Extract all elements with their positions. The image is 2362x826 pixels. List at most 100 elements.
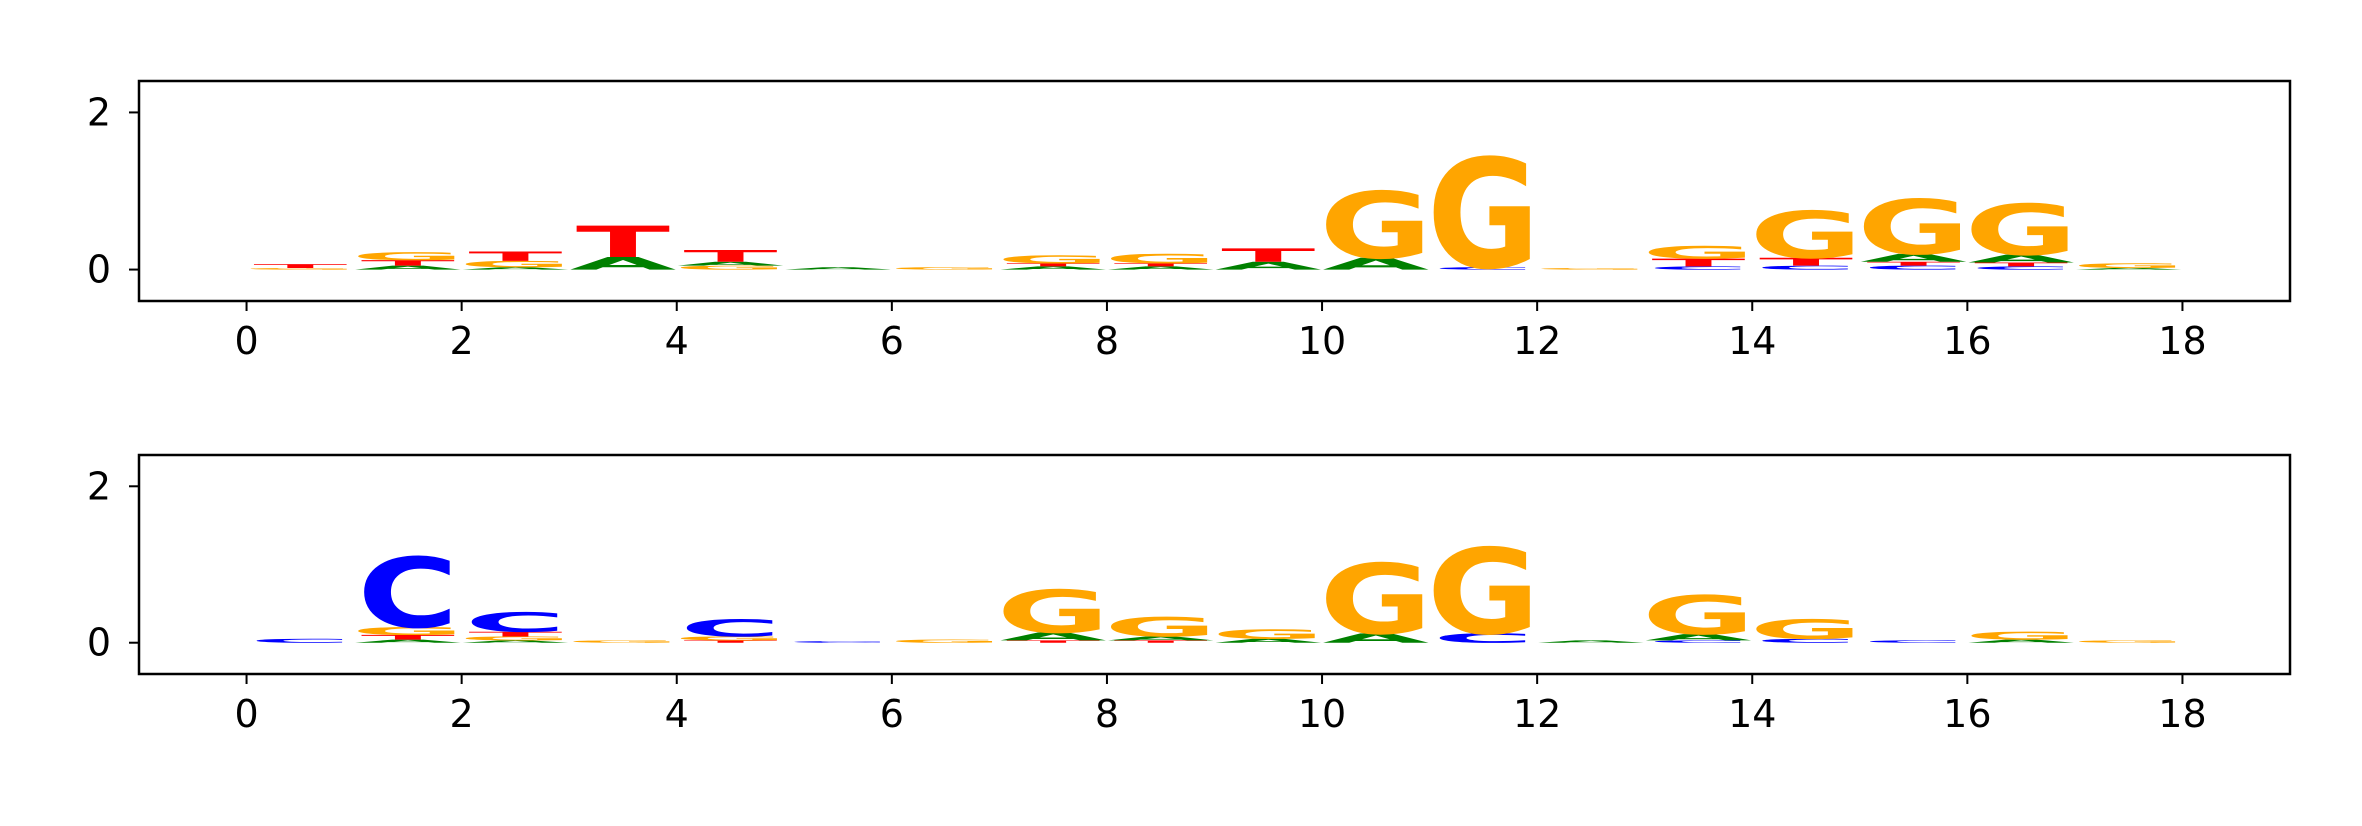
logo-letter-c: C	[1971, 266, 2072, 271]
logo-letter-c: C	[1863, 265, 1964, 271]
logo-letter-a: A	[1107, 266, 1214, 271]
x-tick-label: 10	[1298, 319, 1346, 363]
logo-letter-g: G	[1749, 614, 1862, 645]
logo-letter-a: A	[1968, 639, 2075, 644]
logo-letter-t: T	[1867, 261, 1962, 267]
logo-letter-c: C	[1648, 266, 1749, 271]
logo-letter-g: G	[1965, 190, 2078, 271]
logo-letter-a: A	[785, 267, 892, 271]
logo-letter-g: G	[1857, 185, 1970, 272]
axes-frame	[137, 79, 2292, 303]
logo-letter-g: G	[2072, 640, 2185, 644]
logo-letter-g: G	[1319, 173, 1432, 280]
x-tick-label: 12	[1513, 319, 1561, 363]
x-tick-label: 10	[1298, 692, 1346, 736]
logo-letter-a: A	[1322, 631, 1429, 646]
logo-letter-t: T	[1006, 640, 1100, 644]
y-tick-label: 0	[87, 248, 111, 292]
logo-letter-c: C	[1433, 631, 1534, 646]
logo-letter-t: T	[1221, 245, 1315, 266]
logo-letter-g: G	[1427, 525, 1540, 662]
logo-letter-c: C	[357, 539, 458, 651]
logo-letter-a: A	[355, 639, 462, 644]
logo-letter-g: G	[1642, 584, 1755, 646]
logo-letter-c: C	[1863, 640, 1964, 644]
x-tick-label: 18	[2158, 692, 2206, 736]
x-tick-label: 0	[234, 692, 258, 736]
logo-letter-t: T	[361, 634, 456, 642]
logo-letter-c: C	[1648, 640, 1749, 644]
logo-letter-a: A	[677, 261, 784, 267]
logo-letter-a: A	[1538, 640, 1645, 644]
logo-letter-a: A	[462, 640, 569, 644]
logo-letter-g: G	[1212, 627, 1325, 642]
logo-letter-t: T	[1759, 256, 1853, 269]
logo-letter-c: C	[1755, 265, 1856, 271]
logo-letter-a: A	[1322, 255, 1429, 274]
logo-letter-a: A	[1968, 253, 2075, 266]
logo-letter-t: T	[1651, 257, 1745, 270]
x-tick-label: 2	[450, 319, 474, 363]
logo-letter-a: A	[2075, 268, 2182, 271]
logo-letter-g: G	[351, 250, 464, 263]
logo-letter-g: G	[1965, 630, 2078, 642]
logo-letter-g: G	[674, 265, 787, 271]
logo-letter-g: G	[1319, 545, 1432, 657]
logo-letter-g: G	[2072, 262, 2185, 270]
logo-letter-t: T	[1006, 262, 1100, 267]
logo-letter-g: G	[459, 259, 572, 269]
x-tick-label: 18	[2158, 319, 2206, 363]
logo-letter-a: A	[1645, 632, 1752, 642]
logo-letter-a: A	[1000, 631, 1107, 643]
x-tick-label: 4	[665, 692, 689, 736]
logo-letter-c: C	[680, 615, 781, 642]
logo-letter-a: A	[1107, 635, 1214, 641]
logo-letter-g: G	[566, 640, 679, 644]
logo-letter-t: T	[468, 631, 563, 639]
y-tick-label: 2	[87, 90, 111, 134]
logo-letter-g: G	[997, 253, 1110, 266]
logo-letter-t: T	[253, 263, 348, 269]
logo-letter-t: T	[1114, 262, 1208, 267]
x-tick-label: 14	[1728, 319, 1776, 363]
logo-letter-t: T	[361, 259, 456, 268]
x-tick-label: 14	[1728, 692, 1776, 736]
x-tick-label: 0	[234, 319, 258, 363]
logo-letter-g: G	[1104, 612, 1217, 643]
logo-letter-a: A	[1215, 638, 1322, 644]
logo-letter-a: A	[1215, 260, 1322, 273]
logo-letter-c: C	[465, 607, 566, 638]
x-tick-label: 6	[880, 319, 904, 363]
logo-letter-a: A	[1000, 266, 1107, 271]
y-tick-label: 2	[87, 464, 111, 508]
logo-letter-t: T	[1114, 640, 1208, 644]
logo-letter-c: C	[250, 638, 351, 644]
x-tick-label: 8	[1095, 692, 1119, 736]
logo-letter-g: G	[1642, 243, 1755, 263]
logo-letter-c: C	[787, 641, 888, 644]
logo-letter-a: A	[355, 265, 462, 271]
logo-letter-t: T	[683, 247, 777, 266]
logo-letter-t: T	[576, 217, 670, 267]
logo-letter-g: G	[1534, 268, 1647, 271]
logo-letter-g: G	[1104, 251, 1217, 266]
logo-letter-g: G	[889, 639, 1002, 644]
x-tick-label: 6	[880, 692, 904, 736]
logo-letter-a: A	[462, 267, 569, 271]
logo-letter-g: G	[459, 635, 572, 641]
logo-letter-c: C	[1433, 267, 1534, 271]
logo-letter-g: G	[674, 635, 787, 641]
logo-letter-g: G	[997, 579, 1110, 647]
x-tick-label: 16	[1943, 319, 1991, 363]
logo-letter-g: G	[889, 267, 1002, 271]
logo-letter-t: T	[683, 640, 777, 644]
logo-letter-t: T	[1974, 261, 2069, 267]
logo-letter-g: G	[1749, 198, 1862, 273]
logo-letter-g: G	[351, 625, 464, 637]
